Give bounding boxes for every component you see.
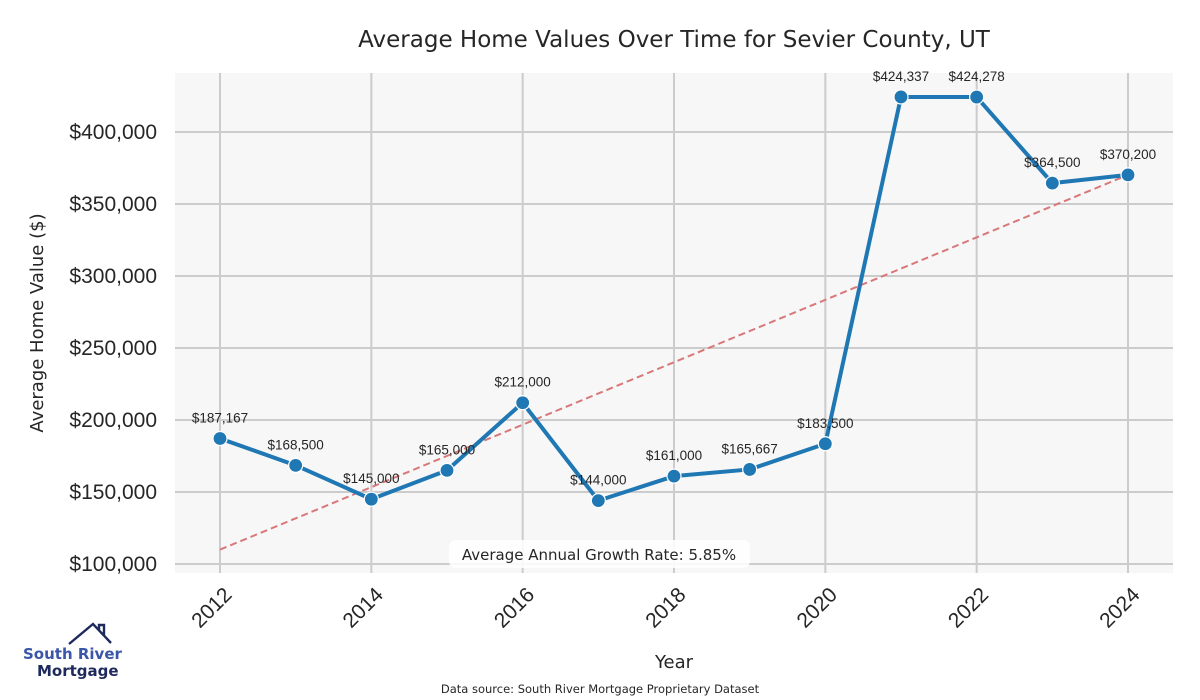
data-label: $187,167 — [192, 410, 248, 425]
trend-line — [219, 173, 1129, 551]
x-tick-label: 2024 — [1095, 583, 1145, 633]
house-roof-icon — [68, 622, 112, 645]
data-point — [893, 89, 909, 105]
data-point — [363, 491, 379, 507]
data-label: $161,000 — [646, 448, 702, 463]
x-tick-label: 2016 — [490, 583, 539, 632]
y-tick-label: $200,000 — [69, 409, 157, 432]
data-point — [1120, 167, 1136, 183]
data-label: $183,500 — [797, 416, 853, 431]
data-point — [666, 468, 682, 484]
x-axis-label: Year — [654, 652, 694, 673]
y-axis-label: Average Home Value ($) — [27, 213, 48, 432]
data-label: $370,200 — [1100, 147, 1156, 162]
x-axis-ticks: 2012 2014 2016 2018 2020 2022 2024 — [187, 583, 1145, 633]
logo-text-south-river: South River — [23, 645, 123, 663]
data-point — [515, 395, 531, 411]
growth-rate-box — [449, 540, 750, 568]
data-point — [288, 457, 304, 473]
data-label: $364,500 — [1024, 155, 1080, 170]
x-tick-label: 2022 — [944, 583, 993, 632]
data-label: $424,278 — [949, 69, 1005, 84]
y-tick-label: $350,000 — [69, 193, 157, 216]
y-tick-label: $150,000 — [69, 481, 157, 504]
data-label: $168,500 — [268, 437, 324, 452]
series-group — [212, 89, 1136, 509]
y-tick-label: $250,000 — [69, 337, 157, 360]
logo-text-mortgage: Mortgage — [37, 662, 119, 680]
y-axis-ticks: $100,000 $150,000 $200,000 $250,000 $300,000… — [69, 121, 157, 576]
data-label: $165,000 — [419, 442, 475, 457]
data-labels: $187,167 $168,500 $145,000 $165,000 $212,000… — [192, 69, 1156, 488]
data-point — [212, 430, 228, 447]
y-tick-label: $300,000 — [69, 265, 157, 288]
data-point — [817, 436, 833, 452]
x-tick-label: 2012 — [187, 583, 236, 632]
trend-line-group — [219, 173, 1129, 551]
grid-lines — [175, 73, 1173, 573]
y-tick-label: $400,000 — [69, 121, 157, 144]
data-point — [590, 493, 606, 509]
data-label: $165,667 — [722, 441, 778, 456]
data-point — [1044, 175, 1060, 191]
x-tick-label: 2018 — [641, 583, 690, 632]
growth-rate-annotation: Average Annual Growth Rate: 5.85% — [462, 546, 736, 564]
data-point — [439, 462, 455, 478]
data-label: $424,337 — [873, 69, 929, 84]
data-label: $144,000 — [570, 473, 626, 488]
x-tick-label: 2020 — [793, 583, 842, 632]
data-point — [969, 89, 985, 105]
data-label: $145,000 — [343, 471, 399, 486]
data-source-note: Data source: South River Mortgage Propri… — [441, 682, 760, 696]
data-label: $212,000 — [495, 375, 551, 390]
chart-title: Average Home Values Over Time for Sevier… — [358, 27, 991, 53]
company-logo: South River Mortgage — [23, 622, 123, 680]
x-tick-label: 2014 — [339, 583, 389, 633]
y-tick-label: $100,000 — [69, 553, 157, 576]
data-point — [742, 461, 758, 478]
